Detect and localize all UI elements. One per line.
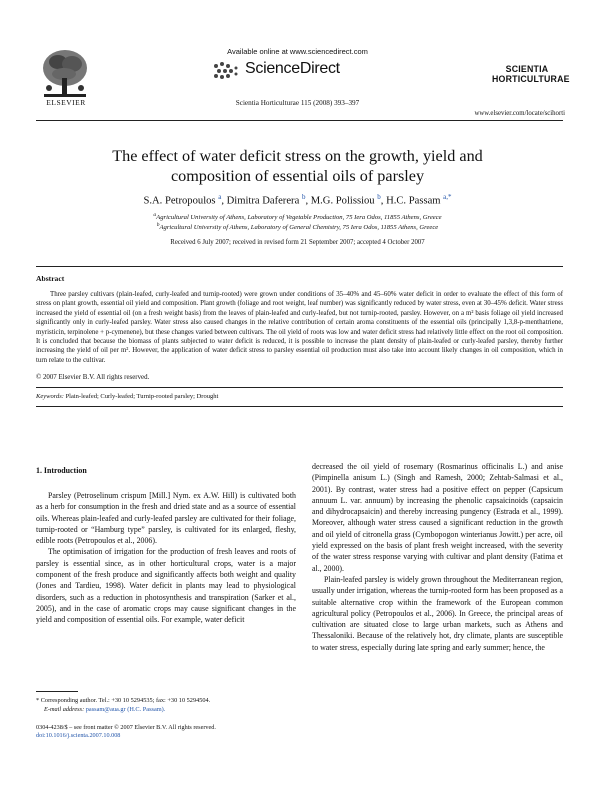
affiliation: aAgricultural University of Athens, Labo…: [0, 212, 595, 221]
journal-logo-line2: HORTICULTURAE: [492, 74, 570, 84]
abstract-copyright: © 2007 Elsevier B.V. All rights reserved…: [36, 374, 150, 381]
keywords: Keywords: Plain-leafed; Curly-leafed; Tu…: [36, 393, 218, 400]
footnote-rule: [36, 691, 78, 692]
email-label: E-mail address:: [44, 706, 85, 713]
received-dates: Received 6 July 2007; received in revise…: [170, 239, 425, 246]
elsevier-tree-logo: [36, 44, 94, 102]
sciencedirect-logo-icon: [214, 62, 238, 79]
keywords-label: Keywords:: [36, 393, 64, 400]
author-sup[interactable]: b: [377, 193, 381, 201]
author-sup[interactable]: a,*: [443, 193, 452, 201]
title-line-1: The effect of water deficit stress on th…: [112, 147, 483, 165]
available-online[interactable]: Available online at www.sciencedirect.co…: [227, 47, 368, 56]
column-right: decreased the oil yield of rosemary (Ros…: [312, 461, 563, 653]
paragraph: Plain-leafed parsley is widely grown thr…: [312, 574, 563, 652]
author-name: M.G. Polissiou: [310, 195, 375, 207]
keywords-rule: [36, 387, 563, 388]
publisher-name: ELSEVIER: [46, 98, 86, 107]
author-sup[interactable]: a: [218, 193, 222, 201]
author-sup[interactable]: b: [301, 193, 306, 201]
section-heading: 1. Introduction: [36, 466, 87, 475]
paragraph: The optimisation of irrigation for the p…: [36, 547, 296, 625]
doi-link[interactable]: doi:10.1016/j.scienta.2007.10.008: [36, 732, 121, 740]
affiliation-sup: b: [156, 222, 160, 228]
author-name: H.C. Passam: [386, 195, 441, 207]
affiliation-text: Agricultural University of Athens, Labor…: [156, 214, 442, 222]
sciencedirect-brand: ScienceDirect: [245, 60, 340, 77]
author-list: S.A. Petropoulos a, Dimitra Daferera b, …: [143, 193, 452, 207]
journal-logo-line1: SCIENTIA: [505, 64, 549, 74]
keywords-bottom-rule: [36, 406, 563, 407]
affiliation-sup: a: [153, 212, 157, 218]
column-left: Parsley (Petroselinum crispum [Mill.] Ny…: [36, 490, 296, 626]
corresponding-author: * Corresponding author. Tel.: +30 10 529…: [36, 697, 211, 704]
header-divider: [36, 120, 563, 121]
email-line: E-mail address: passam@aua.gr (H.C. Pass…: [36, 706, 165, 715]
article-title: The effect of water deficit stress on th…: [60, 146, 535, 186]
abstract-top-rule: [36, 266, 563, 267]
paragraph: Parsley (Petroselinum crispum [Mill.] Ny…: [36, 491, 296, 546]
affiliation: bAgricultural University of Athens, Labo…: [0, 222, 595, 231]
author-name: S.A. Petropoulos: [143, 195, 216, 207]
journal-logo: SCIENTIA HORTICULTURAE: [492, 64, 570, 84]
paragraph: decreased the oil yield of rosemary (Ros…: [312, 462, 563, 573]
page-footer: 0304-4238/$ – see front matter © 2007 El…: [36, 724, 216, 741]
author-name: Dimitra Daferera: [226, 195, 300, 207]
keywords-list: Plain-leafed; Curly-leafed; Turnip-roote…: [65, 393, 219, 400]
abstract-heading: Abstract: [36, 274, 65, 283]
journal-reference: Scientia Horticulturae 115 (2008) 393–39…: [235, 99, 360, 107]
journal-url[interactable]: www.elsevier.com/locate/scihorti: [474, 110, 565, 117]
title-line-2: composition of essential oils of parsley: [170, 167, 425, 185]
abstract-text: Three parsley cultivars (plain-leafed, c…: [36, 291, 563, 364]
issn-line: 0304-4238/$ – see front matter © 2007 El…: [36, 724, 216, 731]
affiliation-text: Agricultural University of Athens, Labor…: [159, 224, 439, 232]
email-link[interactable]: passam@aua.gr (H.C. Passam).: [85, 706, 166, 713]
